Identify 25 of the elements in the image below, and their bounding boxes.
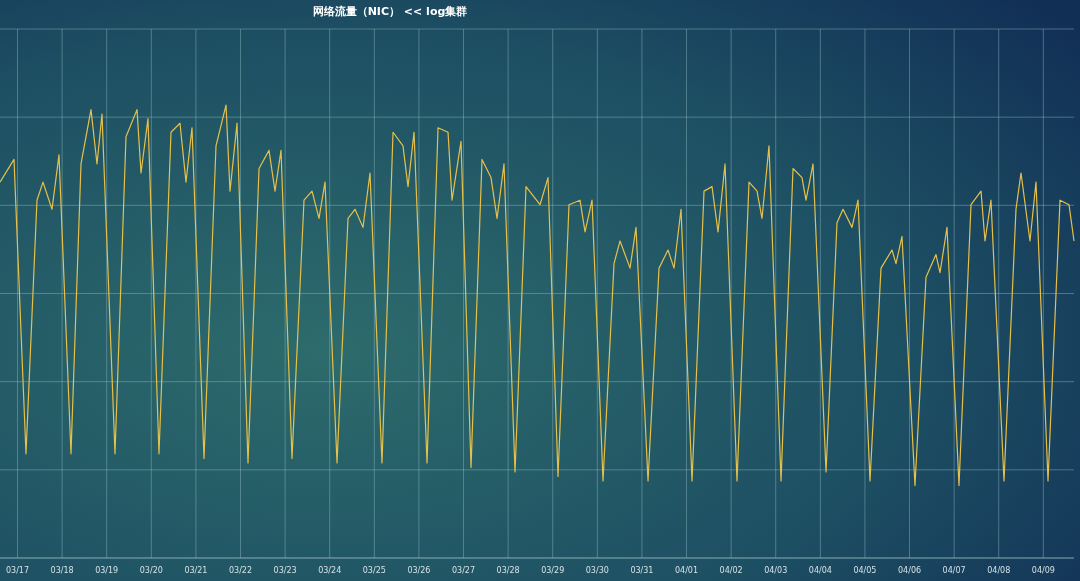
x-tick-label: 03/18 <box>50 566 74 575</box>
x-tick-label: 04/05 <box>853 566 877 575</box>
x-tick-label: 03/19 <box>95 566 119 575</box>
x-tick-label: 03/21 <box>184 566 208 575</box>
x-tick-label: 03/25 <box>362 566 386 575</box>
x-tick-label: 04/07 <box>942 566 966 575</box>
x-tick-label: 03/23 <box>273 566 297 575</box>
x-tick-label: 04/02 <box>719 566 743 575</box>
x-tick-label: 04/08 <box>987 566 1011 575</box>
x-tick-label: 03/31 <box>630 566 654 575</box>
x-tick-label: 03/17 <box>5 566 30 575</box>
x-tick-label: 04/04 <box>808 566 832 575</box>
x-tick-label: 04/06 <box>898 566 922 575</box>
x-tick-label: 03/30 <box>585 566 609 575</box>
x-tick-label: 03/28 <box>496 566 520 575</box>
x-tick-label: 03/27 <box>451 566 476 575</box>
chart-title: 网络流量（NIC） << log集群 <box>312 5 468 18</box>
x-tick-label: 03/26 <box>407 566 431 575</box>
x-tick-label: 04/03 <box>764 566 788 575</box>
x-tick-label: 03/22 <box>228 566 253 575</box>
x-tick-label: 04/09 <box>1031 566 1055 575</box>
x-tick-label: 03/24 <box>318 566 342 575</box>
x-tick-label: 04/01 <box>674 566 699 575</box>
x-tick-label: 03/20 <box>139 566 163 575</box>
x-tick-label: 03/29 <box>541 566 565 575</box>
